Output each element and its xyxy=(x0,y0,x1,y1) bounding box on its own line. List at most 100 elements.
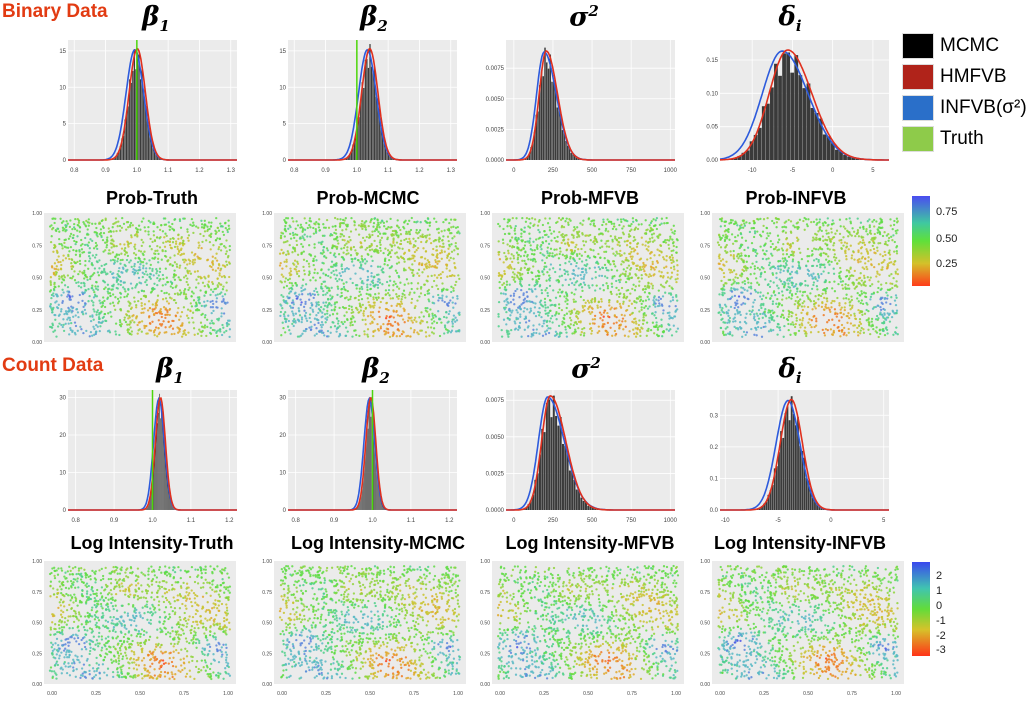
x-tick-label: 0.50 xyxy=(803,691,813,696)
histogram-bar xyxy=(125,111,128,160)
x-tick-label: 0.75 xyxy=(847,691,857,696)
colorbar-gradient xyxy=(912,562,930,656)
histogram-bar xyxy=(527,504,530,510)
histogram-bar xyxy=(822,134,827,160)
x-tick-label: 500 xyxy=(587,168,598,174)
histogram-bar xyxy=(370,416,372,510)
x-tick-label: 1.0 xyxy=(368,518,377,524)
histogram-bar xyxy=(546,62,548,160)
histogram-bar xyxy=(847,156,851,160)
y-tick-label: 0.00 xyxy=(700,682,710,688)
y-tick-label: 1.00 xyxy=(700,211,710,217)
histogram-bar xyxy=(573,479,576,510)
histogram-bar xyxy=(528,153,531,160)
histogram-bar xyxy=(530,147,532,160)
histogram-bar xyxy=(366,419,368,510)
title-delta-count: δi xyxy=(778,354,802,388)
histogram-bar xyxy=(130,82,132,160)
y-tick-label: 0.00 xyxy=(262,340,272,346)
map-prob-truth: 0.00 0.25 0.50 0.75 1.00 xyxy=(28,210,240,348)
x-tick-label: 1.00 xyxy=(453,691,463,696)
y-tick-label: 0.3 xyxy=(710,413,719,419)
y-tick-label: 0.0025 xyxy=(486,471,505,477)
x-tick-label: 1.3 xyxy=(447,168,456,174)
y-tick-label: 0.75 xyxy=(480,590,490,596)
histogram-bar xyxy=(572,154,574,160)
histogram-bar xyxy=(375,96,377,160)
y-tick-label: 0 xyxy=(63,158,67,164)
histogram-bar xyxy=(391,157,393,160)
map-prob-mfvb: 0.00 0.25 0.50 0.75 1.00 xyxy=(476,210,688,348)
y-tick-label: 0.25 xyxy=(700,651,710,657)
y-tick-label: 0.50 xyxy=(262,621,272,627)
histogram-bar xyxy=(362,483,363,510)
histogram-bar xyxy=(741,152,746,160)
scatter-points xyxy=(716,216,900,339)
y-tick-label: 10 xyxy=(59,85,66,91)
histogram-bar xyxy=(149,132,151,160)
histogram-bar xyxy=(582,500,585,510)
x-tick-label: 0 xyxy=(829,518,833,524)
plot-area xyxy=(506,40,675,160)
histogram-bar xyxy=(770,87,774,160)
legend-swatch-truth xyxy=(902,125,934,152)
y-tick-label: 10 xyxy=(279,471,286,477)
legend-item-infvb: INFVB(σ²) xyxy=(902,92,1027,123)
x-tick-label: 1.2 xyxy=(225,518,234,524)
histogram-bar xyxy=(782,53,786,160)
histogram-bar xyxy=(818,506,821,510)
histogram-bar xyxy=(139,79,142,160)
y-tick-label: 20 xyxy=(59,433,66,439)
y-tick-label: 0.25 xyxy=(262,308,272,314)
plot-area xyxy=(506,390,675,510)
histogram-bar xyxy=(138,54,140,160)
histogram-bar xyxy=(372,71,374,160)
histogram-bar xyxy=(369,404,371,510)
histogram-bar xyxy=(763,503,766,510)
map-title-prob-infvb: Prob-INFVB xyxy=(745,188,847,208)
y-tick-label: 0.50 xyxy=(32,621,42,627)
y-tick-label: 0.0075 xyxy=(486,398,505,404)
histogram-bar xyxy=(550,417,553,510)
map-logint-mfvb: 0.00 0.25 0.50 0.75 1.00 0.00 0.25 0.50 0.75 1.00 xyxy=(476,558,688,696)
histogram-bar xyxy=(162,410,163,510)
histogram-bar xyxy=(152,147,154,160)
histogram-bar xyxy=(778,75,782,160)
scatter-points xyxy=(278,564,462,680)
histogram-bar xyxy=(163,436,164,510)
title-beta2-binary: β2 xyxy=(360,2,388,36)
histogram-bar xyxy=(568,147,571,160)
histogram-bar xyxy=(535,114,537,160)
y-tick-label: 0.25 xyxy=(480,308,490,314)
histogram-bar xyxy=(166,467,168,510)
legend-item-mcmc: MCMC xyxy=(902,30,1027,61)
x-tick-label: 1.1 xyxy=(407,518,416,524)
x-tick-label: 0.25 xyxy=(759,691,769,696)
x-tick-label: 0.00 xyxy=(47,691,57,696)
x-tick-label: 0.25 xyxy=(91,691,101,696)
x-tick-label: 0.9 xyxy=(101,168,110,174)
histogram-bar xyxy=(363,455,365,510)
map-title-logint-mcmc: Log Intensity-MCMC xyxy=(291,533,465,553)
legend-swatch-infvb xyxy=(902,94,934,121)
histogram-bar xyxy=(377,469,378,510)
histogram-bar xyxy=(573,155,576,160)
x-tick-label: 1.1 xyxy=(187,518,196,524)
map-title-logint-truth: Log Intensity-Truth xyxy=(70,533,234,553)
histogram-bar xyxy=(149,497,151,510)
hist-binary-delta: -10 -5 0 5 0.00 0.05 0.10 0.15 xyxy=(690,36,895,176)
scatter-points xyxy=(496,564,680,681)
histogram-bar xyxy=(159,393,160,510)
histogram-bar xyxy=(533,132,536,160)
histogram-bar xyxy=(129,79,131,160)
x-tick-label: 1.00 xyxy=(223,691,233,696)
x-tick-label: 0.8 xyxy=(70,168,79,174)
x-tick-label: 0.00 xyxy=(277,691,287,696)
legend-item-truth: Truth xyxy=(902,123,1027,154)
hist-count-delta: -10 -5 0 5 0.0 0.1 0.2 0.3 xyxy=(690,386,895,526)
histogram-bar xyxy=(784,413,787,510)
hist-binary-beta1: 0.8 0.9 1.0 1.1 1.2 1.3 0 5 10 15 xyxy=(38,36,243,176)
legend: MCMC HMFVB INFVB(σ²) Truth xyxy=(902,30,1027,154)
y-tick-label: 0.75 xyxy=(700,590,710,596)
histogram-bar xyxy=(778,452,780,510)
